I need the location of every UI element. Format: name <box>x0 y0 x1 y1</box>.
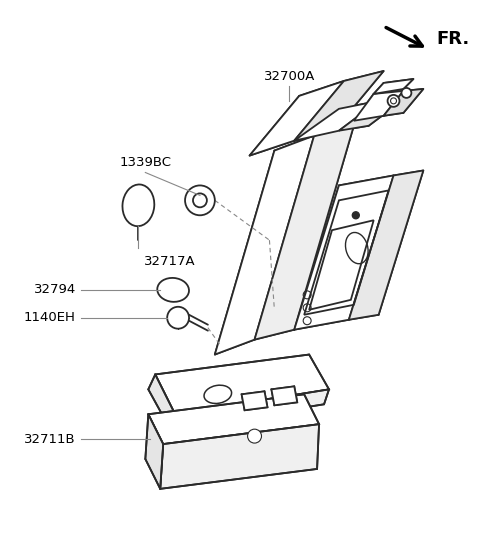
Ellipse shape <box>122 185 154 226</box>
Text: FR.: FR. <box>436 30 469 48</box>
Polygon shape <box>339 96 408 131</box>
Text: 32700A: 32700A <box>264 70 315 83</box>
Polygon shape <box>215 136 314 355</box>
Polygon shape <box>354 91 404 121</box>
Polygon shape <box>148 374 175 429</box>
Ellipse shape <box>204 385 231 403</box>
Polygon shape <box>241 392 267 410</box>
Polygon shape <box>294 175 394 330</box>
Polygon shape <box>294 71 384 141</box>
Circle shape <box>167 307 189 328</box>
Polygon shape <box>254 126 354 340</box>
Polygon shape <box>271 386 297 406</box>
Text: 32717A: 32717A <box>144 255 196 268</box>
Text: 1140EH: 1140EH <box>24 311 76 324</box>
Text: 32794: 32794 <box>34 284 76 296</box>
Circle shape <box>401 88 411 98</box>
Circle shape <box>248 429 262 443</box>
Ellipse shape <box>185 186 215 215</box>
Circle shape <box>387 95 399 107</box>
Polygon shape <box>160 424 319 489</box>
Polygon shape <box>145 414 163 489</box>
Polygon shape <box>373 79 413 94</box>
Polygon shape <box>155 355 329 414</box>
Text: 1339BC: 1339BC <box>120 156 171 169</box>
Ellipse shape <box>157 278 189 302</box>
Polygon shape <box>148 394 319 444</box>
Polygon shape <box>384 89 423 116</box>
Polygon shape <box>170 389 329 429</box>
Text: 32711B: 32711B <box>24 433 76 446</box>
Polygon shape <box>294 101 379 141</box>
Polygon shape <box>250 81 344 156</box>
Circle shape <box>352 212 359 219</box>
Polygon shape <box>349 171 423 320</box>
